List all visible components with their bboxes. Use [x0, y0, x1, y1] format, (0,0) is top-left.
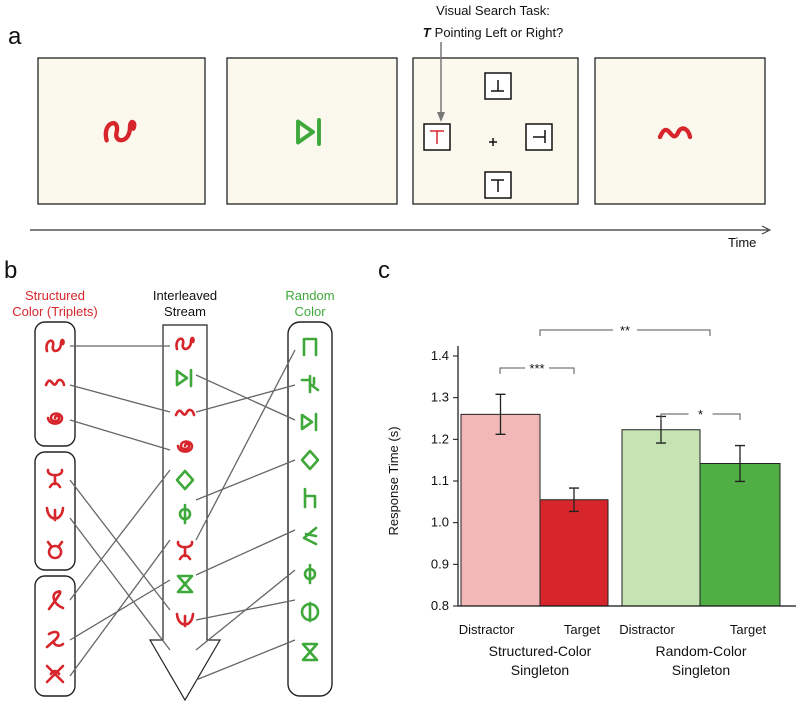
task-title: Visual Search Task:: [436, 3, 550, 18]
frames: [37, 57, 766, 205]
x-tick-label: Distractor: [459, 622, 515, 637]
random-label: Color: [294, 304, 326, 319]
panel-label: c: [378, 257, 390, 284]
y-tick-label: 0.9: [431, 556, 449, 571]
task-question: T Pointing Left or Right?: [423, 25, 564, 40]
task-rest: Pointing Left or Right?: [435, 25, 564, 40]
panel-label: b: [4, 257, 17, 284]
time-arrow: [761, 225, 772, 235]
structured-label: Color (Triplets): [12, 304, 97, 319]
stream-label: Stream: [164, 304, 206, 319]
sig-bracket: [660, 413, 741, 420]
y-tick-label: 1.0: [431, 515, 449, 530]
panel-label: a: [8, 23, 22, 50]
x-tick-label: Distractor: [619, 622, 675, 637]
task-t: T: [423, 25, 432, 40]
x-tick-label: Target: [730, 622, 767, 637]
groups: [34, 321, 333, 702]
y-tick-label: 1.3: [431, 390, 449, 405]
group-label: Structured-Color: [489, 643, 592, 659]
sig-bracket: [499, 367, 575, 374]
sig-label: ***: [529, 361, 544, 376]
search-display: [423, 72, 553, 199]
y-tick-label: 1.4: [431, 348, 449, 363]
random-label: Random: [285, 288, 334, 303]
group-label: Singleton: [511, 662, 569, 678]
y-tick-label: 0.8: [431, 598, 449, 613]
bar: [539, 499, 609, 607]
sig-bracket: [539, 329, 711, 336]
y-tick-label: 1.1: [431, 473, 449, 488]
pointer-head: [437, 112, 445, 122]
y-axis-label: Response Time (s): [386, 426, 401, 535]
links: [69, 345, 296, 681]
y-tick-label: 1.2: [431, 431, 449, 446]
x-tick-label: Target: [564, 622, 601, 637]
error-bar: [569, 487, 579, 513]
chart: Response Time (s) 0.8 0.9 1.0 1.1 1.2 1.3 1.4 Di…: [386, 323, 796, 678]
axes: [457, 346, 796, 607]
sig-label: **: [620, 323, 630, 338]
bar: [460, 413, 541, 607]
error-bar: [495, 393, 506, 435]
bar: [699, 463, 781, 607]
group-label: Singleton: [672, 662, 730, 678]
bar: [621, 429, 701, 607]
sig-label: *: [698, 407, 703, 422]
structured-label: Structured: [25, 288, 85, 303]
error-bar: [735, 444, 745, 483]
stream-label: Interleaved: [153, 288, 217, 303]
time-label: Time: [728, 235, 756, 250]
group-label: Random-Color: [655, 643, 746, 659]
